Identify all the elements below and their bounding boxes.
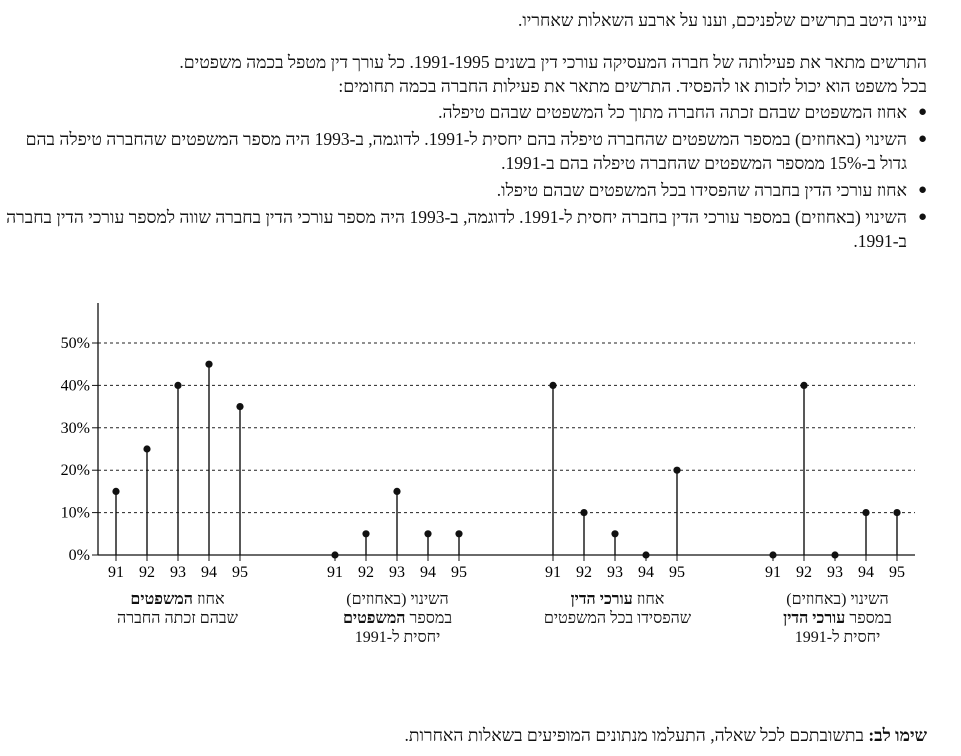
bullet-icon: ●: [917, 131, 927, 147]
bullet-item: ● השינוי (באחוזים) במספר המשפטים שהחברה ט…: [1, 127, 941, 175]
caption-line: השינוי (באחוזים): [346, 591, 449, 608]
bullet-icon: ●: [917, 182, 927, 198]
x-tick-label: 91: [108, 564, 124, 581]
caption-line: יחסית ל-1991: [354, 629, 441, 646]
x-tick-label: 95: [669, 564, 685, 581]
bullet-list: ● אחוז המשפטים שבהם זכתה החברה מתוך כל המ…: [1, 100, 941, 256]
bullet-text: השינוי (באחוזים) במספר עורכי הדין בחברה …: [6, 207, 907, 251]
stem-point: [862, 509, 870, 517]
x-tick-label: 93: [607, 564, 623, 581]
stem-point: [143, 445, 151, 453]
note: שימו לב: בתשובתכם לכל שאלה, התעלמו מנתונ…: [404, 725, 927, 746]
bullet-text: אחוז המשפטים שבהם זכתה החברה מתוך כל המש…: [438, 102, 907, 122]
stem-point: [205, 360, 213, 368]
stem-point: [174, 381, 182, 389]
x-tick-label: 92: [139, 564, 155, 581]
description-paragraph: התרשים מתאר את פעילותה של חברה המעסיקה ע…: [2, 50, 927, 98]
y-tick-label: 30%: [61, 420, 90, 437]
stem-point: [393, 487, 401, 495]
panel-caption: השינוי (באחוזים) במספר עורכי הדין יחסית ל-…: [755, 590, 920, 647]
caption-line: השינוי (באחוזים): [786, 591, 889, 608]
y-tick-label: 0%: [69, 547, 90, 564]
stem-point: [673, 466, 681, 474]
x-tick-label: 93: [389, 564, 405, 581]
stem-point: [549, 381, 557, 389]
stem-point: [800, 381, 808, 389]
x-tick-label: 94: [420, 564, 436, 581]
y-tick-label: 10%: [61, 505, 90, 522]
note-text: בתשובתכם לכל שאלה, התעלמו מנתונים המופיע…: [404, 725, 869, 745]
caption-line: אחוז עורכי הדין: [570, 591, 665, 608]
x-tick-label: 94: [858, 564, 874, 581]
bullet-item: ● השינוי (באחוזים) במספר עורכי הדין בחברה…: [1, 205, 941, 253]
stem-point: [112, 487, 120, 495]
caption-bold: עורכי הדין: [783, 610, 846, 627]
stem-point: [580, 509, 588, 517]
caption-line: שבהם זכתה החברה: [117, 610, 238, 627]
x-tick-label: 91: [545, 564, 561, 581]
description-line: בכל משפט הוא יכול לזכות או להפסיד. התרשי…: [338, 76, 927, 96]
caption-bold: המשפטים: [342, 610, 406, 627]
x-tick-label: 92: [576, 564, 592, 581]
caption-line: יחסית ל-1991: [794, 629, 881, 646]
bullet-icon: ●: [917, 104, 927, 120]
caption-line: במספר עורכי הדין: [783, 610, 892, 627]
bullet-item: ● אחוז המשפטים שבהם זכתה החברה מתוך כל המ…: [1, 100, 941, 124]
caption-line: במספר המשפטים: [342, 610, 453, 627]
panel-caption: אחוז המשפטים שבהם זכתה החברה: [95, 590, 260, 628]
bullet-icon: ●: [917, 209, 927, 225]
stem-point: [424, 530, 432, 538]
description-line: התרשים מתאר את פעילותה של חברה המעסיקה ע…: [179, 52, 927, 72]
bullet-item: ● אחוז עורכי הדין בחברה שהפסידו בכל המשפט…: [1, 178, 941, 202]
x-tick-label: 94: [201, 564, 217, 581]
x-tick-label: 93: [170, 564, 186, 581]
x-tick-label: 92: [358, 564, 374, 581]
caption-bold: עורכי הדין: [570, 591, 633, 608]
stem-point: [893, 509, 901, 517]
x-tick-label: 95: [232, 564, 248, 581]
y-tick-label: 20%: [61, 462, 90, 479]
stem-point: [362, 530, 370, 538]
caption-bold: המשפטים: [130, 591, 193, 608]
note-label: שימו לב:: [868, 725, 927, 745]
bullet-text: אחוז עורכי הדין בחברה שהפסידו בכל המשפטי…: [496, 180, 907, 200]
panel-caption: אחוז עורכי הדין שהפסידו בכל המשפטים: [535, 590, 700, 628]
caption-line: שהפסידו בכל המשפטים: [543, 610, 692, 627]
stem-point: [236, 403, 244, 411]
x-tick-label: 95: [451, 564, 467, 581]
bullet-text: השינוי (באחוזים) במספר המשפטים שהחברה טי…: [25, 129, 907, 173]
x-tick-label: 95: [889, 564, 905, 581]
x-tick-label: 91: [765, 564, 781, 581]
x-tick-label: 94: [638, 564, 654, 581]
x-tick-label: 93: [827, 564, 843, 581]
y-tick-label: 40%: [61, 377, 90, 394]
panel-caption: השינוי (באחוזים) במספר המשפטים יחסית ל-199…: [315, 590, 480, 647]
intro-text: עיינו היטב בתרשים שלפניכם, וענו על ארבע …: [517, 10, 927, 30]
x-tick-label: 92: [796, 564, 812, 581]
stem-chart: 0% 10% 20% 30% 40% 50% 91 92 93 94 95 91 92 93 94 95 91 9…: [61, 303, 915, 581]
y-tick-label: 50%: [61, 335, 90, 352]
x-tick-label: 91: [327, 564, 343, 581]
stem-point: [611, 530, 619, 538]
caption-line: אחוז המשפטים: [130, 591, 225, 608]
stem-point: [455, 530, 463, 538]
